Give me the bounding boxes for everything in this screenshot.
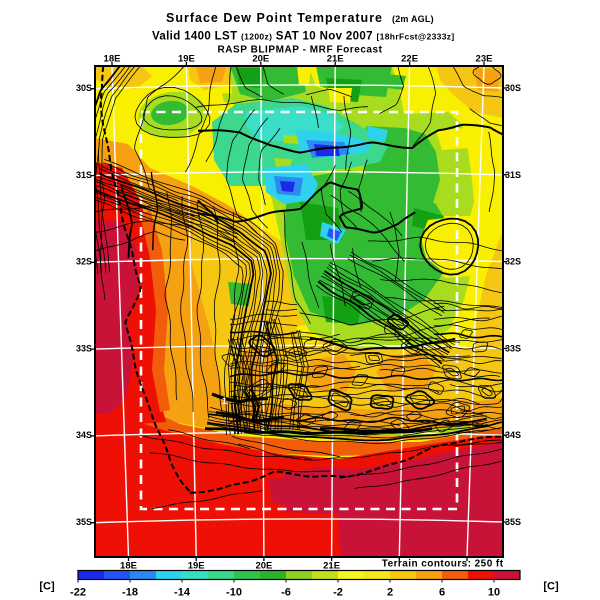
svg-text:-10: -10 xyxy=(226,587,242,599)
svg-text:30S: 30S xyxy=(505,83,521,93)
svg-text:34S: 34S xyxy=(76,430,92,440)
svg-text:[C]: [C] xyxy=(39,581,55,593)
svg-text:33S: 33S xyxy=(505,343,521,353)
svg-text:20E: 20E xyxy=(252,54,269,65)
svg-text:RASP BLIPMAP - MRF Forecast: RASP BLIPMAP - MRF Forecast xyxy=(217,45,382,56)
svg-text:31S: 31S xyxy=(505,170,521,180)
svg-text:[C]: [C] xyxy=(543,581,559,593)
svg-text:-2: -2 xyxy=(333,587,343,599)
svg-text:19E: 19E xyxy=(188,561,205,572)
svg-text:Surface Dew Point Temperature: Surface Dew Point Temperature xyxy=(166,11,383,25)
svg-text:34S: 34S xyxy=(505,430,521,440)
svg-text:35S: 35S xyxy=(505,517,521,527)
svg-text:22E: 22E xyxy=(401,54,418,65)
svg-text:21E: 21E xyxy=(323,561,340,572)
svg-text:30S: 30S xyxy=(76,83,92,93)
svg-text:32S: 32S xyxy=(505,257,521,267)
svg-text:Valid 1400 LST (1200z) SAT 10: Valid 1400 LST (1200z) SAT 10 Nov 2007 [… xyxy=(152,31,455,43)
svg-text:32S: 32S xyxy=(76,257,92,267)
svg-text:(2m AGL): (2m AGL) xyxy=(392,14,434,24)
svg-text:Terrain contours: 250 ft: Terrain contours: 250 ft xyxy=(382,559,504,570)
svg-text:6: 6 xyxy=(439,587,445,599)
svg-text:2: 2 xyxy=(387,587,393,599)
svg-text:10: 10 xyxy=(488,587,500,599)
svg-text:19E: 19E xyxy=(178,54,195,65)
svg-text:-22: -22 xyxy=(70,587,86,599)
svg-text:23E: 23E xyxy=(476,54,493,65)
svg-text:18E: 18E xyxy=(104,54,121,65)
svg-text:-6: -6 xyxy=(281,587,291,599)
svg-text:1: 1 xyxy=(222,396,227,406)
svg-text:31S: 31S xyxy=(76,170,92,180)
svg-text:33S: 33S xyxy=(76,343,92,353)
svg-text:35S: 35S xyxy=(76,517,92,527)
svg-text:20E: 20E xyxy=(255,561,272,572)
svg-text:18E: 18E xyxy=(120,561,137,572)
svg-text:-14: -14 xyxy=(174,587,191,599)
svg-text:21E: 21E xyxy=(327,54,344,65)
svg-text:-18: -18 xyxy=(122,587,138,599)
